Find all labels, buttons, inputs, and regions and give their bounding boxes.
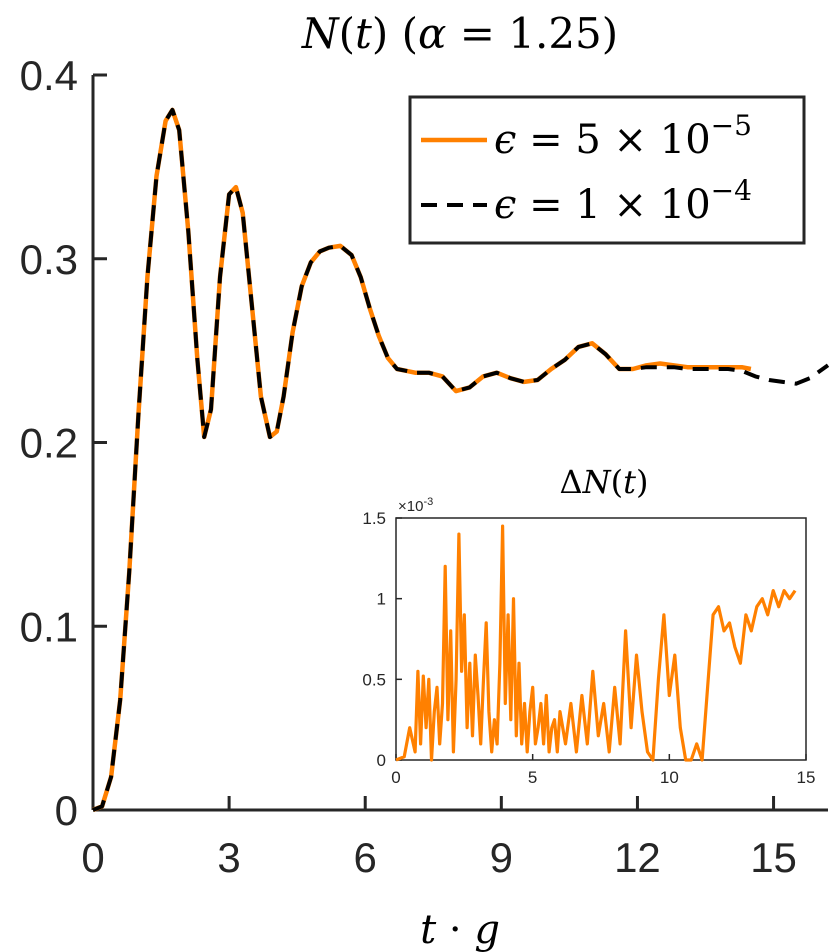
x-tick-label: 3 (217, 834, 240, 881)
inset-y-tick-label: 1 (377, 590, 386, 609)
y-tick-label: 0.4 (20, 52, 78, 99)
inset-y-tick-label: 1.5 (362, 509, 386, 528)
series-line-eps-1e-4 (92, 107, 830, 812)
inset-x-tick-label: 5 (528, 768, 537, 787)
inset-x-tick-label: 0 (391, 768, 400, 787)
y-tick-label: 0.1 (20, 603, 78, 650)
inset-x-tick-label: 10 (660, 768, 679, 787)
inset-chart: ΔN(t) ×10-3 0 5 10 15 0 0.5 1 1.5 (362, 463, 815, 787)
y-tick-label: 0 (55, 787, 78, 834)
legend: ϵ = 5 × 10−5 ϵ = 1 × 10−4 (408, 95, 806, 245)
legend-label-eps-5e-5: ϵ = 5 × 10−5 (494, 109, 752, 163)
legend-box (408, 95, 806, 245)
x-tick-label: 12 (614, 834, 661, 881)
legend-label-eps-1e-4: ϵ = 1 × 10−4 (494, 174, 752, 228)
y-tick-label: 0.3 (20, 236, 78, 283)
inset-y-tick-label: 0 (377, 751, 386, 770)
inset-ticks: 0 5 10 15 0 0.5 1 1.5 (362, 509, 815, 787)
x-tick-label: 6 (354, 834, 377, 881)
x-tick-label: 15 (750, 834, 797, 881)
x-tick-label: 0 (81, 834, 104, 881)
x-tick-label: 9 (490, 834, 513, 881)
y-tick-label: 0.2 (20, 420, 78, 467)
inset-x-tick-label: 15 (797, 768, 816, 787)
inset-y-tick-label: 0.5 (362, 670, 386, 689)
x-axis-label: t · g (420, 907, 500, 952)
inset-exponent-label: ×10-3 (398, 496, 433, 515)
inset-series-line (395, 524, 797, 762)
main-title: N(t) (α = 1.25) (301, 9, 618, 58)
inset-title: ΔN(t) (560, 463, 649, 501)
